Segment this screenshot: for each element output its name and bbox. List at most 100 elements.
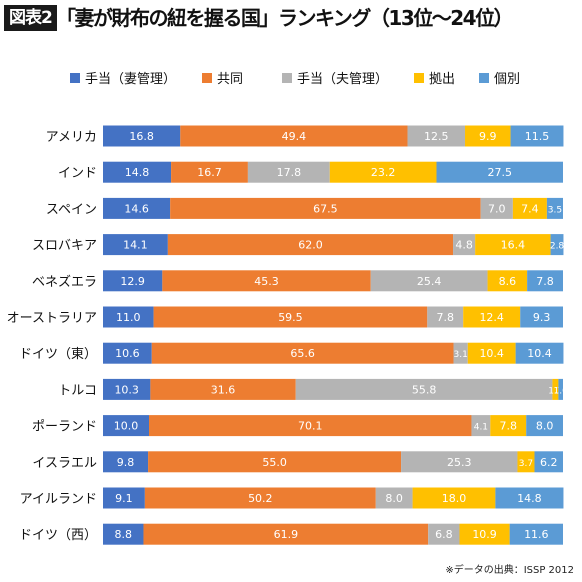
data-label: 7.0 [488,202,506,215]
bar-segment [295,378,553,400]
legend-swatch [414,73,424,83]
data-label: 18.0 [442,492,467,505]
data-label: 8.8 [114,528,132,541]
bar-segment [171,161,248,183]
bar-segment [401,451,518,473]
bar-segment [103,451,149,473]
bar-segment [170,197,481,219]
bar-segment [103,487,145,509]
category-label: ポーランド [32,420,97,435]
data-label: 62.0 [298,239,323,252]
data-label: 55.8 [412,383,437,396]
data-label: 10.9 [472,528,497,541]
legend-label: 手当（妻管理） [85,72,176,87]
legend-label: 手当（夫管理） [297,72,388,87]
category-label: イスラエル [32,456,97,471]
category-label: アメリカ [46,130,97,145]
legend-swatch [70,73,80,83]
bar-segment [143,523,429,545]
bar-segment [453,342,468,364]
data-label: 23.2 [371,166,396,179]
bar-segment [375,487,413,509]
bar-segment [515,342,564,364]
bar-segment [153,306,428,328]
data-label: 11.6 [524,528,549,541]
bar-segment [428,523,460,545]
bar-segment [167,234,454,256]
category-label: アイルランド [20,492,97,507]
data-label: 70.1 [298,420,323,433]
bar-segment [471,415,491,437]
data-label: 4.1 [474,423,488,433]
bar-segment [495,487,564,509]
data-label: 9.8 [117,456,135,469]
data-label: 6.8 [435,528,453,541]
legend-label: 拠出 [429,72,455,87]
data-label: 2.8 [550,242,565,252]
data-label: 8.0 [385,492,403,505]
data-label: 12.5 [424,130,449,143]
data-label: 65.6 [290,347,315,360]
bar-segment [103,234,168,256]
bar-segment [103,125,181,147]
bar-segment [534,451,563,473]
data-label: 1.3 [548,386,562,396]
category-label: ベネズエラ [32,274,97,290]
bar-segment [526,415,563,437]
bar-segment [510,125,564,147]
data-label: 7.4 [521,202,539,215]
data-label: 67.5 [313,202,338,215]
bar-segment [103,415,149,437]
data-label: 8.6 [499,275,517,288]
bar-segment [103,270,163,292]
data-label: 8.0 [536,420,554,433]
category-label: インド [58,166,97,181]
bar-segment [453,234,476,256]
bar-segment [149,415,472,437]
data-label: 49.4 [282,130,307,143]
data-label: 14.6 [124,202,149,215]
bar-segment [552,378,559,400]
bar-segment [517,451,535,473]
data-label: 9.3 [533,311,551,324]
bar-segment [103,378,151,400]
category-label: ドイツ（西） [19,528,97,543]
legend-swatch [479,73,489,83]
data-label: 3.1 [453,350,467,360]
data-label: 10.6 [115,347,140,360]
data-label: 7.8 [500,420,518,433]
bar-segment [103,523,144,545]
bar-segment [558,378,563,400]
bar-segment [546,197,563,219]
category-label: スロバキア [32,239,97,254]
data-label: 12.4 [479,311,504,324]
data-label: 45.3 [254,275,279,288]
bar-segment [151,342,454,364]
bar-segment [103,161,172,183]
bar-segment [467,342,516,364]
data-label: 31.6 [211,383,236,396]
data-label: 16.8 [129,130,154,143]
data-label: 11.0 [116,311,141,324]
legend-swatch [202,73,212,83]
bar-segment [465,125,511,147]
category-label: スペイン [46,202,97,217]
data-label: 3.7 [519,459,533,469]
bar-segment [480,197,513,219]
data-label: 61.9 [274,528,299,541]
data-label: 7.8 [536,275,554,288]
data-label: 17.8 [277,166,302,179]
data-label: 50.2 [248,492,273,505]
data-label: 9.1 [115,492,133,505]
data-label: 11.5 [525,130,550,143]
bar-segment [103,342,152,364]
bar-segment [148,451,402,473]
bar-segment [407,125,466,147]
data-label: 14.8 [517,492,542,505]
data-label: 55.0 [262,456,287,469]
data-label: 10.4 [479,347,504,360]
category-label: トルコ [58,383,97,398]
bar-segment [103,306,154,328]
data-label: 59.5 [278,311,303,324]
data-label: 12.9 [120,275,145,288]
